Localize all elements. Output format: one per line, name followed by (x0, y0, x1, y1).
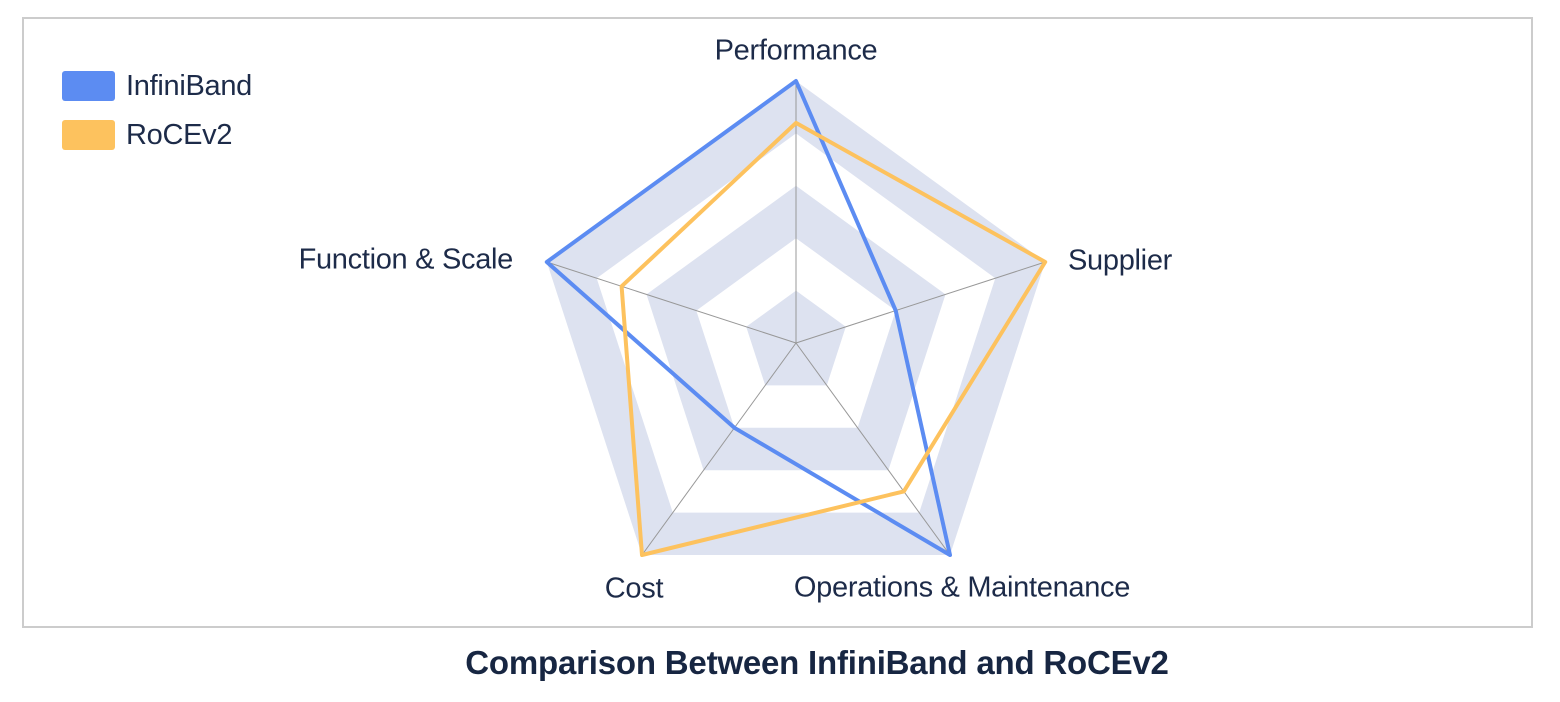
radar-axis-line-1 (795, 261, 1046, 344)
radar-axis-line-2 (795, 342, 951, 556)
legend-swatch-rocev2 (62, 120, 115, 150)
axis-label-supplier: Supplier (1068, 244, 1172, 277)
axis-label-operations-maintenance: Operations & Maintenance (793, 571, 1131, 604)
axis-label-function-scale: Function & Scale (298, 243, 514, 276)
radar-series-rocev2 (619, 120, 1048, 557)
legend-item-infiniband[interactable]: InfiniBand (62, 71, 252, 101)
axis-label-cost: Cost (604, 572, 664, 605)
chart-title: Comparison Between InfiniBand and RoCEv2 (465, 644, 1169, 681)
radar-axis-line-4 (546, 261, 797, 344)
radar-series-infiniband (544, 79, 952, 557)
axis-label-performance: Performance (714, 34, 878, 67)
legend-item-rocev2[interactable]: RoCEv2 (62, 120, 252, 150)
legend-label-infiniband: InfiniBand (126, 69, 252, 102)
legend-label-rocev2: RoCEv2 (126, 118, 233, 151)
legend-swatch-infiniband (62, 71, 115, 101)
radar-axis-line-3 (641, 342, 797, 556)
legend: InfiniBand RoCEv2 (62, 71, 252, 169)
